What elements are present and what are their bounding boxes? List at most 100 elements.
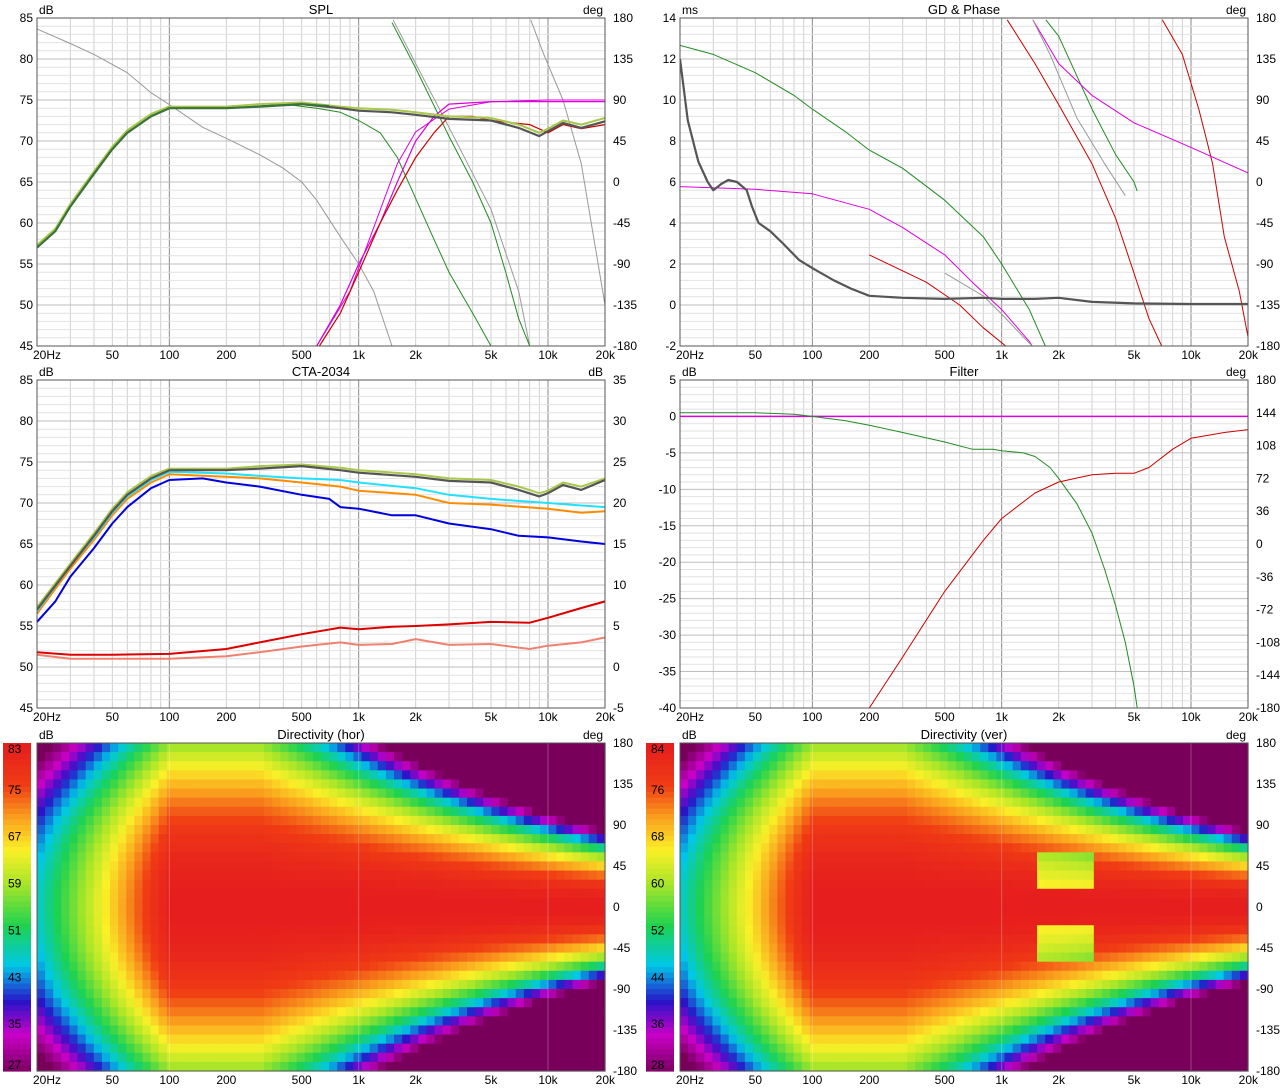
heatmap-cell [191, 925, 200, 935]
series-line [680, 412, 1138, 708]
heatmap-cell [61, 752, 71, 762]
heatmap-cell [231, 870, 241, 881]
heatmap-cell [736, 788, 746, 799]
heatmap-cell [744, 1007, 754, 1017]
heatmap-cell [882, 998, 892, 1008]
heatmap-cell [483, 779, 492, 790]
heatmap-cell [564, 815, 574, 826]
heatmap-cell [712, 1061, 722, 1072]
heatmap-cell [980, 943, 989, 954]
heatmap-cell [785, 925, 795, 935]
heatmap-cell [728, 989, 738, 999]
heatmap-cell [353, 925, 363, 935]
heatmap-cell [915, 843, 925, 853]
heatmap-cell [1069, 970, 1079, 981]
heatmap-cell [1028, 861, 1038, 872]
heatmap-cell [1012, 1007, 1022, 1017]
heatmap-cell [744, 943, 754, 954]
heatmap-cell [1069, 852, 1079, 863]
heatmap-cell [361, 834, 371, 844]
heatmap-cell [247, 1034, 257, 1045]
heatmap-cell [980, 1052, 989, 1063]
heatmap-cell [801, 761, 811, 771]
heatmap-cell [126, 925, 135, 935]
heatmap-cell [166, 797, 176, 808]
heatmap-cell [744, 1061, 754, 1072]
heatmap-cell [761, 743, 770, 753]
left-unit-label: dB [682, 365, 697, 379]
heatmap-cell [842, 916, 851, 926]
heatmap-cell [931, 1052, 941, 1063]
heatmap-cell [899, 797, 908, 808]
heatmap-cell [296, 1034, 306, 1045]
heatmap-cell [110, 1061, 119, 1072]
heatmap-cell [988, 743, 998, 753]
series-line [37, 103, 330, 249]
heatmap-cell [548, 1061, 557, 1072]
heatmap-cell [491, 1016, 501, 1027]
heatmap-cell [118, 1025, 127, 1036]
heatmap-cell [1077, 1043, 1087, 1054]
heatmap-cell [531, 925, 541, 935]
heatmap-cell [1004, 825, 1014, 835]
heatmap-cell [923, 1061, 933, 1072]
heatmap-cell [215, 834, 225, 844]
heatmap-cell [801, 825, 811, 835]
heatmap-cell [712, 852, 722, 863]
left-unit-label: dB [39, 365, 54, 379]
heatmap-cell [720, 752, 730, 762]
heatmap-cell [744, 907, 754, 917]
heatmap-cell [972, 834, 981, 844]
heatmap-cell [769, 925, 778, 935]
heatmap-cell [207, 888, 217, 899]
colorbar-swatch [3, 945, 31, 952]
heatmap-cell [548, 1043, 557, 1054]
heatmap-cell [450, 834, 460, 844]
heatmap-cell [850, 1034, 860, 1045]
heatmap-cell [744, 815, 754, 826]
heatmap-cell [826, 825, 835, 835]
heatmap-cell [256, 1061, 265, 1072]
heatmap-cell [458, 1043, 468, 1054]
heatmap-cell [353, 961, 363, 972]
heatmap-cell [596, 806, 606, 817]
heatmap-cell [296, 998, 306, 1008]
heatmap-cell [899, 1025, 908, 1036]
heatmap-cell [850, 852, 860, 863]
heatmap-cell [874, 1025, 884, 1036]
heatmap-cell [191, 861, 200, 872]
heatmap-cell [321, 1061, 330, 1072]
heatmap-cell [564, 797, 574, 808]
heatmap-cell [183, 834, 192, 844]
heatmap-cell [548, 979, 557, 990]
heatmap-cell [174, 1025, 184, 1036]
heatmap-cell [369, 943, 379, 954]
heatmap-cell [890, 870, 900, 881]
heatmap-cell [801, 743, 811, 753]
heatmap-cell [809, 770, 819, 781]
colorbar-swatch [3, 885, 31, 892]
heatmap-cell [183, 1061, 192, 1072]
heatmap-cell [158, 907, 168, 917]
heatmap-cell [207, 834, 217, 844]
heatmap-cell [1037, 961, 1046, 972]
heatmap-cell [353, 743, 363, 753]
heatmap-cell [793, 1025, 803, 1036]
colorbar-swatch [3, 950, 31, 957]
heatmap-cell [37, 897, 46, 908]
heatmap-cell [777, 925, 787, 935]
heatmap-cell [785, 943, 795, 954]
heatmap-cell [688, 916, 697, 926]
heatmap-cell [134, 1007, 144, 1017]
heatmap-cell [834, 888, 843, 899]
heatmap-cell [93, 897, 103, 908]
colorbar-swatch [3, 896, 31, 903]
heatmap-cell [899, 952, 908, 963]
heatmap-cell [1012, 1034, 1022, 1045]
heatmap-cell [964, 952, 973, 963]
heatmap-cell [450, 907, 460, 917]
heatmap-cell [1012, 1025, 1022, 1036]
heatmap-cell [769, 989, 778, 999]
heatmap-cell [947, 925, 957, 935]
heatmap-cell [247, 907, 257, 917]
